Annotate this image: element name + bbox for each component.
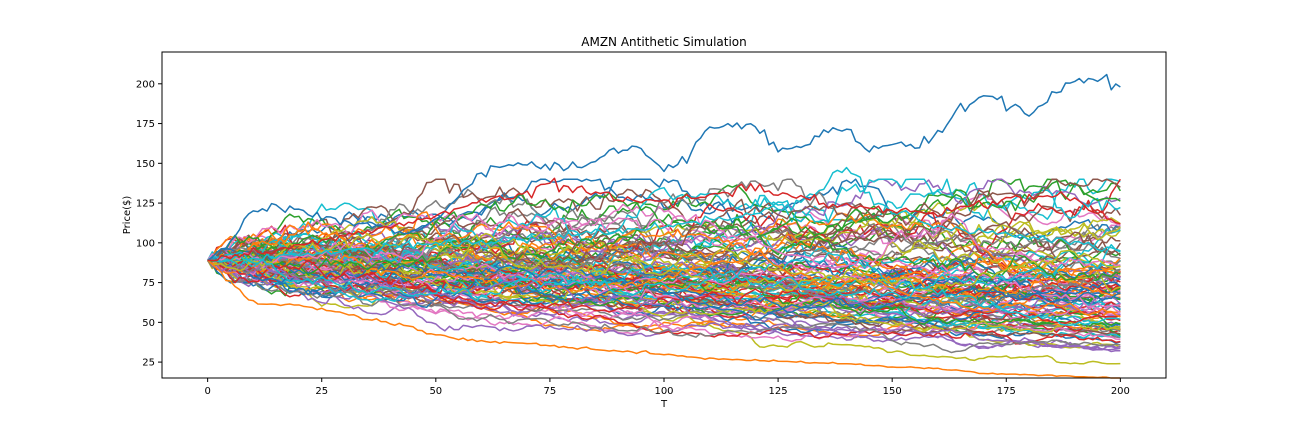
series-line (207, 178, 1121, 267)
y-tick-label: 75 (142, 278, 155, 289)
series-line (207, 259, 1121, 345)
y-tick-label: 50 (142, 318, 155, 329)
series-line (207, 247, 1121, 321)
series-line (207, 251, 1121, 327)
series-line (207, 73, 1121, 261)
series-line (207, 259, 1121, 314)
x-tick-label: 100 (654, 386, 673, 397)
y-tick-label: 200 (136, 79, 155, 90)
x-tick-label: 175 (997, 386, 1016, 397)
series-line (207, 178, 1121, 264)
series-line (207, 242, 1121, 302)
y-tick-label: 150 (136, 159, 155, 170)
series-line (207, 256, 1121, 315)
x-axis-label: T (660, 399, 668, 410)
series-line (207, 166, 1121, 263)
series-line (207, 230, 1121, 339)
x-tick-label: 75 (544, 386, 557, 397)
y-axis-label: Price($) (122, 196, 133, 235)
series-line (207, 259, 1121, 379)
series-line (207, 259, 1121, 338)
y-tick-label: 100 (136, 238, 155, 249)
x-tick-label: 0 (204, 386, 210, 397)
x-tick-label: 125 (769, 386, 788, 397)
series-line (207, 232, 1121, 293)
x-tick-label: 25 (315, 386, 328, 397)
series-line (207, 178, 1121, 284)
y-tick-label: 25 (142, 358, 155, 369)
series-line (207, 246, 1121, 314)
x-tick-label: 200 (1111, 386, 1130, 397)
series-line (207, 218, 1121, 281)
x-tick-label: 150 (883, 386, 902, 397)
x-tick-label: 50 (429, 386, 442, 397)
y-axis-ticks: 25 50 75 100 125 150 175 200 (136, 79, 162, 369)
y-tick-label: 175 (136, 119, 155, 130)
series-line (207, 234, 1121, 337)
series-line (207, 253, 1121, 325)
series-line (207, 223, 1121, 320)
series-line (207, 177, 1121, 262)
y-tick-label: 125 (136, 199, 155, 210)
series-line (207, 211, 1121, 298)
x-axis-ticks: 0 25 50 75 100 125 150 175 200 (204, 378, 1130, 397)
series-line (207, 247, 1121, 318)
series-line (207, 232, 1121, 293)
chart-title: AMZN Antithetic Simulation (581, 35, 747, 49)
series-lines (206, 73, 1122, 379)
series-line (207, 212, 1121, 269)
series-line (207, 259, 1121, 351)
series-line (207, 244, 1121, 338)
